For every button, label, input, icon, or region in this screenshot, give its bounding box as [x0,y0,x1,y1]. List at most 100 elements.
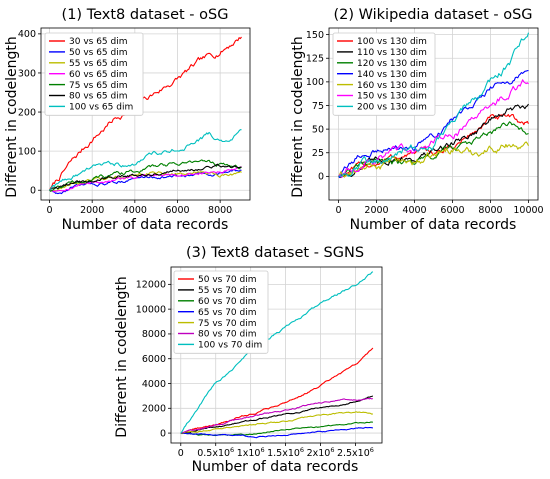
legend-box [173,270,269,354]
chart-1-title: (1) Text8 dataset - oSG [62,7,229,23]
chart-2: (2) Wikipedia dataset - oSG Number of da… [290,7,544,233]
legend-label: 100 vs 130 dim [357,37,427,47]
plot-frame [328,27,539,201]
series-line [338,32,530,177]
x-tick-exponent: 6 [370,446,374,454]
x-tick-label: 2.5x106 [337,446,374,459]
y-tick-label: 50 [312,124,324,135]
legend-box [44,32,144,116]
y-tick-label: 100 [18,146,36,157]
series-line [180,421,373,437]
x-tick-label: 4000 [402,205,426,216]
chart-3-ylabel: Different in codelength [114,276,130,437]
legend-label: 140 vs 130 dim [357,70,427,80]
x-tick-label: 10000 [513,205,543,216]
x-tick-exponent: 6 [260,446,264,454]
y-tick-label: 100 [306,77,324,88]
series-line [338,69,529,179]
series-line [180,271,374,434]
x-tick-exponent: 6 [300,446,304,454]
series-line [180,397,374,434]
y-tick-label: 25 [312,148,324,159]
y-tick-label: 300 [18,68,36,79]
chart-1-ylabel: Different in codelength [4,36,20,197]
y-tick-label: 2000 [142,404,166,415]
legend-label: 80 vs 70 dim [198,330,256,340]
legend-label: 120 vs 130 dim [357,59,427,69]
legend-label: 65 vs 70 dim [198,308,256,318]
y-tick-label: 200 [18,107,36,118]
x-tick-exponent: 6 [330,446,334,454]
chart-2-xlabel: Number of data records [350,217,517,233]
y-tick-label: 400 [18,29,36,40]
series-line [180,411,373,434]
legend-label: 55 vs 70 dim [198,286,256,296]
x-tick-label: 4000 [123,205,147,216]
chart-2-title: (2) Wikipedia dataset - oSG [333,7,532,23]
x-tick-label: 0.5x106 [197,446,234,459]
legend-label: 75 vs 65 dim [69,81,127,91]
y-tick-label: 150 [306,30,324,41]
x-tick-label: 1.5x106 [267,446,304,459]
chart-2-plot-area: 0 2000 4000 6000 8000 10000 0 25 50 75 100 125 150 10… [306,27,544,216]
x-tick-label: 2x106 [307,446,335,459]
x-tick-label: 6000 [440,205,464,216]
y-tick-label: 0 [30,186,36,197]
legend-label: 50 vs 70 dim [198,275,256,285]
plot-frame [40,27,251,201]
x-tick-label: 2000 [364,205,388,216]
x-tick-label: 8000 [478,205,502,216]
chart-3-xlabel: Number of data records [192,459,359,475]
legend-label: 200 vs 130 dim [357,103,427,113]
x-tick-label: 8000 [208,205,232,216]
series-line [180,426,373,439]
chart-3-plot-area: 0 0.5x106 1x106 1.5x106 2x106 2.5x106 0 2000 400… [136,266,383,459]
series-line [49,36,242,191]
series-line [180,347,374,434]
series-line [49,163,242,191]
x-tick-label: 6000 [165,205,189,216]
x-tick-label: 0 [335,205,341,216]
series-line [338,103,529,178]
chart-3: (3) Text8 dataset - SGNS Number of data … [114,245,383,475]
series-line [338,141,529,178]
series-line [49,129,242,191]
legend-label: 100 vs 70 dim [198,341,262,351]
chart-2-ylabel: Different in codelength [290,36,306,197]
chart-1-xlabel: Number of data records [62,217,229,233]
x-tick-exponent: 6 [230,446,234,454]
y-tick-label: 6000 [142,354,166,365]
series-line [338,113,529,179]
y-tick-label: 75 [312,101,324,112]
legend-label: 80 vs 65 dim [69,92,127,102]
legend-label: 75 vs 70 dim [198,319,256,329]
y-tick-label: 12000 [136,280,166,291]
x-tick-label: 2000 [80,205,104,216]
chart-1: (1) Text8 dataset - oSG Number of data r… [4,7,251,233]
y-tick-label: 125 [306,54,324,65]
legend-label: 160 vs 130 dim [357,81,427,91]
legend-box [332,32,436,116]
chart-1-plot-area: 0 2000 4000 6000 8000 0 100 200 300 400 30 vs 65 d… [18,27,251,216]
plot-frame [170,266,383,444]
series-line [49,166,242,193]
series-line [338,121,529,178]
series-line [49,159,242,192]
y-tick-label: 10000 [136,304,166,315]
legend-label: 60 vs 70 dim [198,297,256,307]
chart-3-title: (3) Text8 dataset - SGNS [186,245,364,261]
x-tick-label: 0 [47,205,53,216]
legend-label: 150 vs 130 dim [357,92,427,102]
y-tick-label: 4000 [142,379,166,390]
legend-label: 55 vs 65 dim [69,59,127,69]
series-line [180,395,374,434]
legend-label: 60 vs 65 dim [69,70,127,80]
legend-label: 50 vs 65 dim [69,48,127,58]
x-tick-label: 1x106 [237,446,265,459]
legend-label: 110 vs 130 dim [357,48,427,58]
legend-label: 100 vs 65 dim [69,103,133,113]
